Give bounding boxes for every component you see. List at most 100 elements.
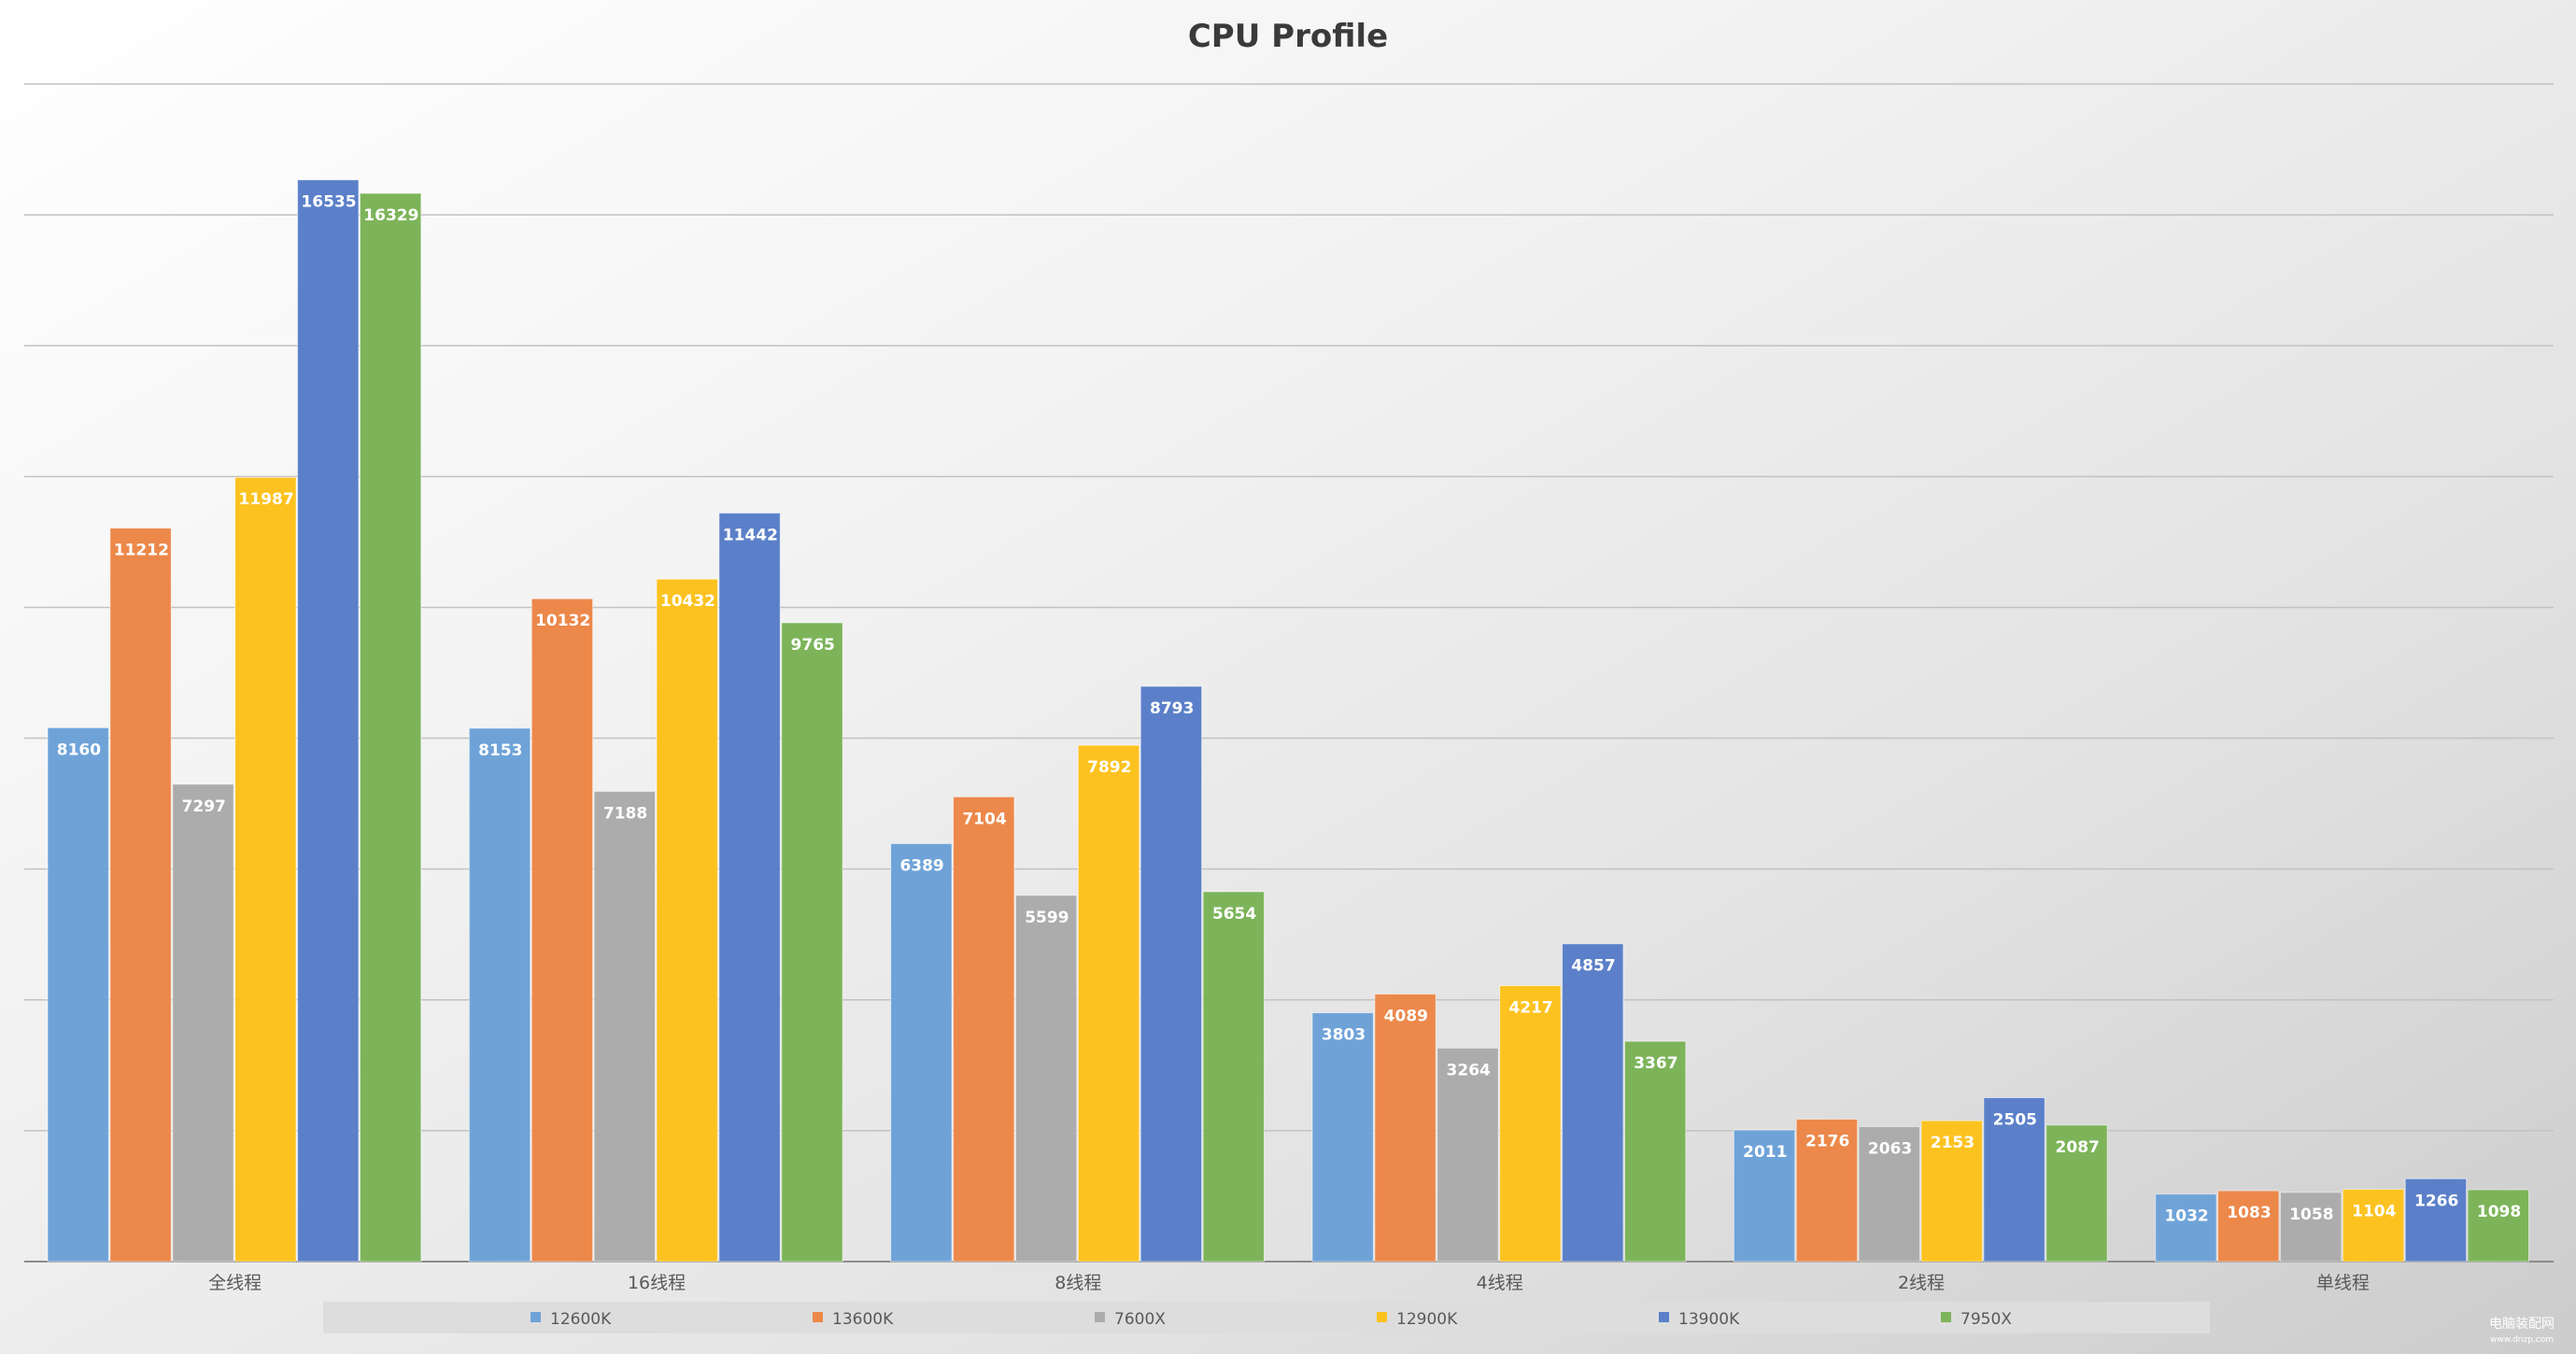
legend-label: 7600X <box>1114 1310 1166 1329</box>
x-tick-label: 单线程 <box>2316 1273 2370 1293</box>
bar-7950x-0 <box>359 192 422 1262</box>
bar-13600k-4 <box>1795 1119 1859 1262</box>
legend-swatch <box>1941 1312 1951 1322</box>
data-label: 9765 <box>791 636 835 655</box>
bar-13600k-5 <box>2217 1190 2280 1262</box>
data-label: 3803 <box>1322 1026 1366 1045</box>
data-label: 7188 <box>603 804 647 823</box>
legend-background <box>323 1302 2210 1333</box>
data-label: 6389 <box>899 856 943 875</box>
legend-swatch <box>813 1312 823 1322</box>
bar-7600x-1 <box>593 790 656 1262</box>
legend-label: 13900K <box>1678 1310 1740 1329</box>
legend-label: 12900K <box>1396 1310 1458 1329</box>
watermark: 电脑装配网 www.dnzp.com <box>2489 1317 2555 1345</box>
bar-13900k-0 <box>297 179 360 1262</box>
data-label: 1058 <box>2289 1206 2333 1224</box>
data-label: 1098 <box>2477 1203 2521 1221</box>
watermark-text: 电脑装配网 <box>2489 1317 2555 1332</box>
data-label: 16329 <box>363 206 418 225</box>
data-labels: 8160 11212 7297 11987 16535 16329 8153 10132 718… <box>57 193 2521 1226</box>
data-label: 10432 <box>660 592 715 611</box>
x-tick-label: 全线程 <box>208 1273 262 1293</box>
bar-12900k-5 <box>2342 1189 2405 1262</box>
bar-13900k-4 <box>1983 1097 2045 1262</box>
legend-label: 7950X <box>1960 1310 2012 1329</box>
bar-series <box>47 179 2529 1262</box>
data-label: 10132 <box>535 612 590 630</box>
data-label: 2063 <box>1868 1139 1912 1158</box>
data-label: 5654 <box>1212 905 1256 924</box>
data-label: 3264 <box>1447 1061 1491 1079</box>
data-label: 4857 <box>1571 957 1615 976</box>
bar-12900k-2 <box>1077 744 1140 1262</box>
bar-13600k-1 <box>531 598 594 1262</box>
gridlines <box>24 83 2554 1262</box>
bar-7600x-0 <box>172 783 234 1262</box>
data-label: 1266 <box>2414 1192 2458 1210</box>
bar-12900k-0 <box>234 476 297 1262</box>
legend-label: 12600K <box>550 1310 612 1329</box>
data-label: 2505 <box>1993 1111 2037 1130</box>
data-label: 2087 <box>2056 1138 2100 1157</box>
x-tick-label: 8线程 <box>1054 1273 1101 1293</box>
bar-12600k-1 <box>468 727 531 1262</box>
data-label: 2176 <box>1805 1133 1849 1151</box>
legend-swatch <box>531 1312 541 1322</box>
data-label: 2011 <box>1743 1143 1787 1162</box>
data-label: 4217 <box>1508 999 1552 1018</box>
bar-12600k-0 <box>47 726 109 1262</box>
bar-7950x-5 <box>2467 1189 2529 1262</box>
bar-12600k-5 <box>2155 1193 2217 1262</box>
legend: 12600K 13600K 7600X 12900K 13900K 7950X <box>323 1302 2210 1333</box>
data-label: 1104 <box>2352 1203 2396 1221</box>
bar-12900k-4 <box>1920 1120 1983 1262</box>
data-label: 8153 <box>478 741 522 760</box>
bar-13900k-2 <box>1139 685 1203 1262</box>
bar-12900k-3 <box>1499 985 1562 1262</box>
legend-swatch <box>1095 1312 1105 1322</box>
data-label: 1083 <box>2227 1204 2271 1222</box>
bar-7950x-2 <box>1202 891 1265 1262</box>
bar-7950x-3 <box>1623 1040 1687 1262</box>
data-label: 1032 <box>2164 1207 2208 1226</box>
bar-7600x-4 <box>1858 1125 1920 1262</box>
data-label: 11987 <box>239 490 294 509</box>
bar-7600x-3 <box>1437 1047 1499 1262</box>
bar-12600k-4 <box>1733 1129 1796 1262</box>
watermark-subtext: www.dnzp.com <box>2490 1335 2554 1345</box>
bar-7600x-5 <box>2279 1192 2342 1262</box>
data-label: 8793 <box>1150 699 1194 718</box>
data-label: 2153 <box>1931 1134 1974 1152</box>
data-label: 7297 <box>182 797 226 816</box>
bar-13600k-2 <box>953 796 1015 1262</box>
bar-13600k-0 <box>109 528 172 1262</box>
data-label: 5599 <box>1025 909 1069 927</box>
data-label: 11442 <box>723 526 778 544</box>
bar-13600k-3 <box>1374 994 1437 1262</box>
bar-13900k-3 <box>1562 943 1624 1262</box>
x-tick-label: 2线程 <box>1898 1273 1945 1293</box>
bar-7950x-4 <box>2045 1124 2108 1262</box>
bar-13900k-1 <box>718 512 781 1262</box>
data-label: 4089 <box>1384 1008 1428 1026</box>
data-label: 16535 <box>301 193 356 212</box>
bar-7600x-2 <box>1014 895 1078 1262</box>
data-label: 8160 <box>57 740 101 759</box>
x-tick-label: 4线程 <box>1477 1273 1523 1293</box>
x-tick-label: 16线程 <box>628 1273 686 1293</box>
legend-swatch <box>1377 1312 1387 1322</box>
data-label: 7892 <box>1087 758 1131 777</box>
bar-7950x-1 <box>781 622 843 1262</box>
bar-12600k-3 <box>1311 1012 1374 1262</box>
bar-12600k-2 <box>890 842 953 1262</box>
data-label: 3367 <box>1634 1054 1677 1073</box>
chart-title: CPU Profile <box>1188 18 1388 55</box>
bar-13900k-5 <box>2404 1178 2468 1262</box>
x-axis: 全线程 16线程 8线程 4线程 2线程 单线程 <box>208 1273 2370 1293</box>
data-label: 7104 <box>962 810 1006 828</box>
bar-12900k-1 <box>656 578 718 1262</box>
data-label: 11212 <box>114 542 169 560</box>
